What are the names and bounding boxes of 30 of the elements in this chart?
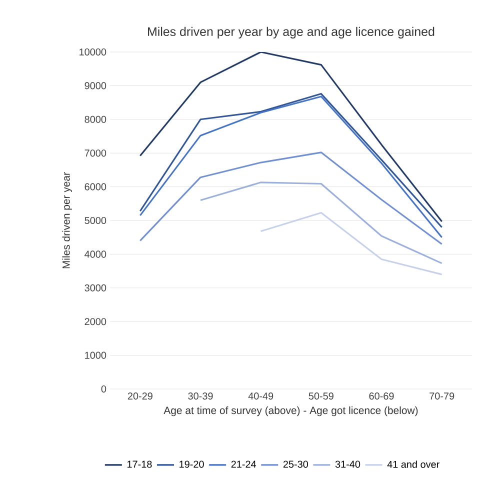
- line-series: [139, 52, 443, 222]
- legend-label: 19-20: [180, 460, 204, 468]
- y-tick-label: 4000: [84, 250, 106, 258]
- line-series: [139, 152, 443, 245]
- legend-label: 31-40: [335, 460, 360, 468]
- x-tick-label: 40-49: [248, 392, 274, 400]
- x-tick-label: 70-79: [430, 392, 454, 400]
- y-tick-label: 7000: [84, 150, 106, 157]
- y-tick-label: 2000: [84, 318, 106, 326]
- y-tick-label: 1000: [85, 352, 106, 359]
- y-tick-label: 3000: [84, 284, 106, 292]
- y-tick-label: 9000: [84, 82, 106, 90]
- chart-title: Miles driven per year by age and age licence gained: [148, 26, 434, 38]
- y-tick-label: 5000: [84, 216, 106, 224]
- y-tick-label: 8000: [84, 116, 106, 123]
- legend-label: 41 and over: [387, 460, 440, 468]
- y-axis-title: Miles driven per year: [62, 172, 72, 268]
- x-tick-label: 60-69: [369, 392, 394, 400]
- y-tick-label: 10000: [80, 48, 106, 56]
- legend-label: 25-30: [283, 460, 308, 468]
- x-axis-title: Age at time of survey (above) - Age got licence (below): [164, 406, 418, 416]
- x-tick-label: 30-39: [188, 392, 213, 400]
- x-tick-label: 50-59: [308, 392, 334, 400]
- legend-label: 17-18: [127, 460, 152, 468]
- y-tick-label: 0: [101, 385, 106, 393]
- line-series: [200, 182, 443, 264]
- y-tick-label: 6000: [84, 183, 106, 190]
- line-series: [260, 212, 443, 276]
- x-tick-label: 20-29: [128, 392, 152, 400]
- legend-label: 21-24: [231, 460, 256, 468]
